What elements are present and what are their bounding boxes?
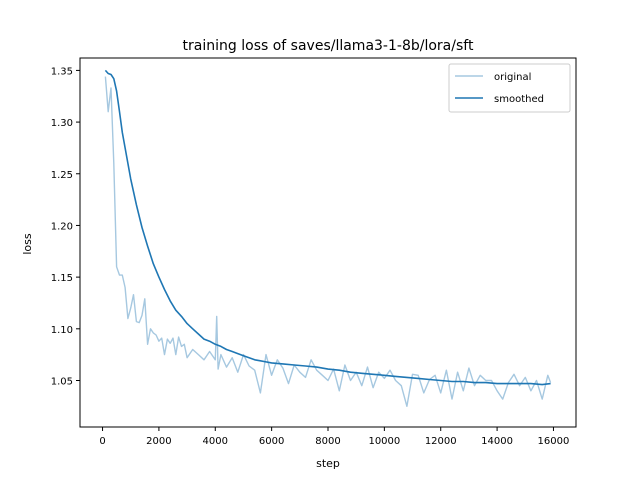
y-tick-label: 1.30 <box>51 118 73 129</box>
y-tick-label: 1.25 <box>51 170 73 181</box>
y-tick-label: 1.35 <box>51 66 73 77</box>
plot-area: 0 2000 4000 6000 8000 10000 12000 14000 16000 1.0… <box>51 57 577 447</box>
x-tick-label: 12000 <box>425 436 457 447</box>
legend-label-original: original <box>494 72 531 83</box>
x-tick-label: 6000 <box>259 436 284 447</box>
y-tick-label: 1.15 <box>51 273 73 284</box>
y-tick-label: 1.20 <box>51 221 73 232</box>
series-line-original <box>104 76 552 407</box>
x-tick-label: 0 <box>99 436 105 447</box>
x-tick-label: 14000 <box>481 436 513 447</box>
y-tick-label: 1.10 <box>51 325 73 336</box>
x-tick-label: 16000 <box>538 436 570 447</box>
legend: original smoothed <box>448 63 571 113</box>
legend-label-smoothed: smoothed <box>494 94 544 105</box>
x-tick-label: 8000 <box>315 436 340 447</box>
y-axis-label: loss <box>21 233 34 255</box>
x-tick-label: 2000 <box>146 436 171 447</box>
x-tick-label: 10000 <box>368 436 400 447</box>
series-line-smoothed <box>104 69 551 386</box>
x-tick-label: 4000 <box>203 436 228 447</box>
x-axis-label: step <box>316 457 340 470</box>
chart-title: training loss of saves/llama3-1-8b/lora/… <box>183 38 474 54</box>
y-tick-label: 1.05 <box>51 376 73 387</box>
